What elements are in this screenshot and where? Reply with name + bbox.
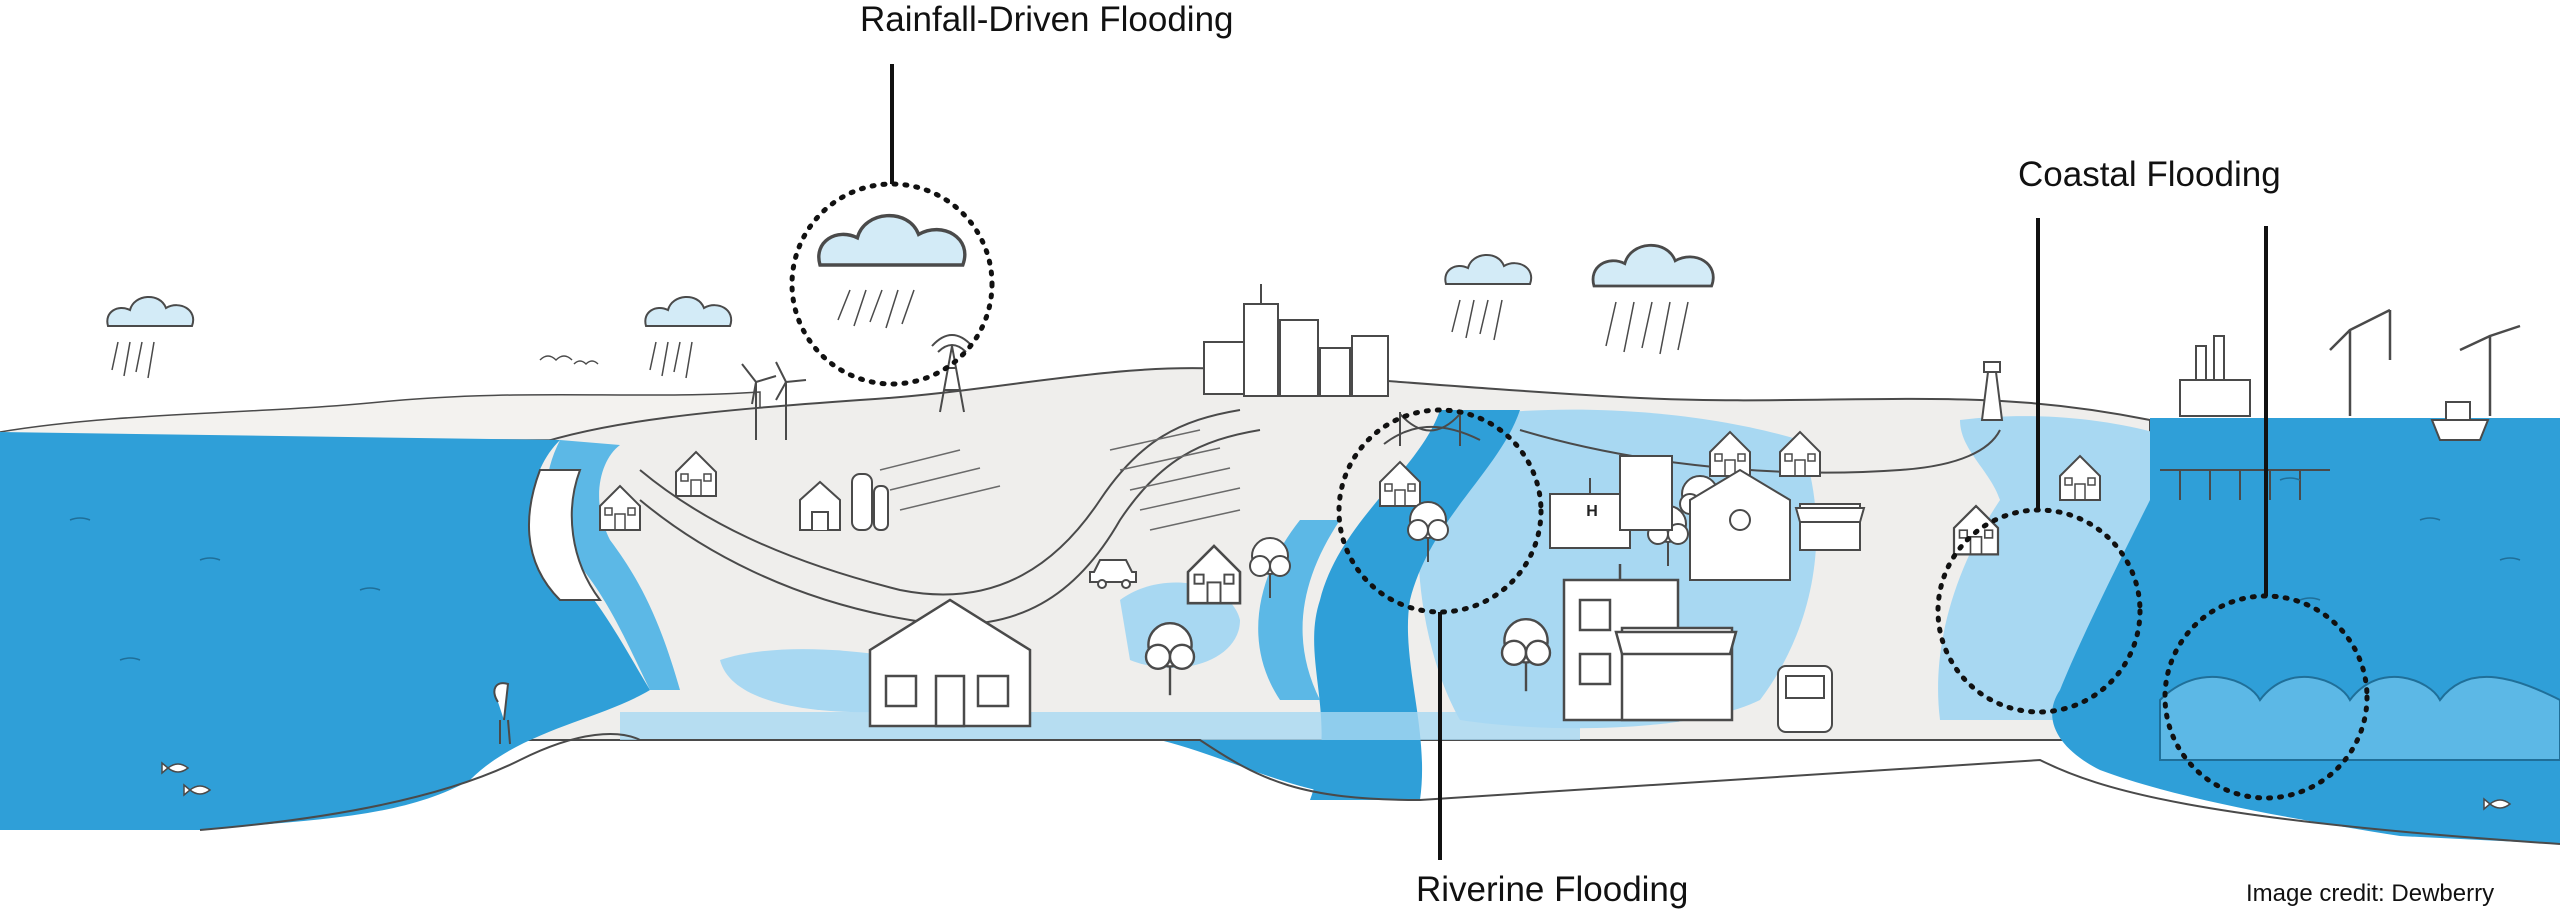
left-bay-shallow [546,440,680,690]
image-credit: Image credit: Dewberry [2246,880,2495,907]
riverine-flooding-label: Riverine Flooding [1416,870,1689,909]
seabed-outline [199,733,2560,845]
cloud-icon [644,295,733,327]
foreground-house-icon [868,598,1032,728]
pier-icon [2160,469,2330,500]
crane-icon [2329,308,2521,416]
coastal-road [1519,429,2001,474]
wind-turbine-icon [741,361,807,440]
groundwater-band [620,712,1580,740]
radio-tower-icon [931,334,973,413]
rain-icon [837,289,915,329]
store-icon [1794,503,1866,551]
factory-icon [2179,335,2251,417]
hospital-sign: H [1586,503,1598,520]
fish-icon [161,761,2512,811]
distant-hills [0,391,761,441]
water-ripples [69,477,2521,661]
hospital-icon [1549,478,1631,549]
rain-icon [1605,301,1689,355]
bus-icon [1777,665,1833,733]
barn-icon [799,480,841,531]
rain-icon [649,341,693,379]
winding-road [639,409,1241,596]
cloud-icon [817,213,967,267]
cloud-icon [106,295,195,327]
apartment-building-icon [1619,455,1673,531]
rain-icon [111,341,155,379]
bottom-water [1160,740,1400,800]
bridge-icon [1383,412,1481,446]
silo-icon [851,473,889,531]
river [1310,410,1520,800]
farm-fields [879,429,1241,531]
ship-icon [2430,401,2490,441]
bird-icon [539,355,599,366]
cloud-icon [1444,253,1533,285]
school-icon [1689,468,1791,581]
rain-icon [1451,299,1503,341]
rainfall-flooding-label: Rainfall-Driven Flooding [860,0,1234,39]
left-bay-water [0,432,650,830]
storm-surge-wave [2159,675,2560,761]
heron-icon [493,682,511,745]
car-icon [1089,559,1137,589]
cliff [528,469,602,601]
winding-road-edge [639,429,1261,626]
city-skyline-icon [1203,284,1389,397]
lighthouse-icon [1980,361,2004,421]
storefront-building-icon [1562,564,1738,722]
coastal-flooding-label: Coastal Flooding [2018,155,2281,194]
cloud-icon [1591,243,1715,288]
